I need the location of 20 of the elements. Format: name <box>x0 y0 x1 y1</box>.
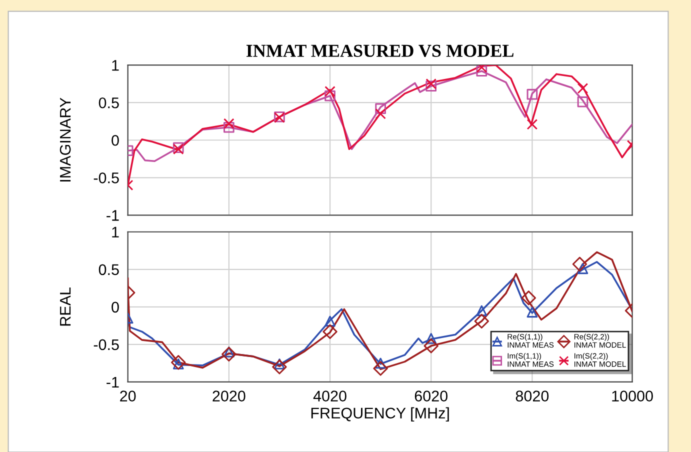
x-axis-title: FREQUENCY [MHz] <box>311 407 449 422</box>
y-tick-label: -1 <box>106 210 119 221</box>
y-tick-label: 0 <box>112 302 119 313</box>
x-tick-label: 8020 <box>516 390 549 402</box>
x-tick-label: 6020 <box>414 390 448 402</box>
y-tick-label: 1 <box>112 226 119 238</box>
y-axis-title: REAL <box>60 287 71 326</box>
y-tick-label: 0.5 <box>98 97 119 108</box>
x-tick-label: 2020 <box>212 390 246 402</box>
x-tick-label: 4020 <box>313 390 346 402</box>
y-tick-label: -1 <box>106 376 119 388</box>
x-tick-label: 20 <box>120 390 136 402</box>
chart-title: INMAT MEASURED VS MODEL <box>246 44 514 58</box>
y-tick-label: 1 <box>112 60 119 71</box>
x-tick-label: 10000 <box>612 390 653 402</box>
y-axis-title: IMAGINARY <box>60 98 71 182</box>
y-tick-label: 0.5 <box>98 264 119 276</box>
y-tick-label: -0.5 <box>94 339 119 350</box>
y-tick-label: -0.5 <box>94 172 119 184</box>
y-tick-label: 0 <box>112 134 119 146</box>
